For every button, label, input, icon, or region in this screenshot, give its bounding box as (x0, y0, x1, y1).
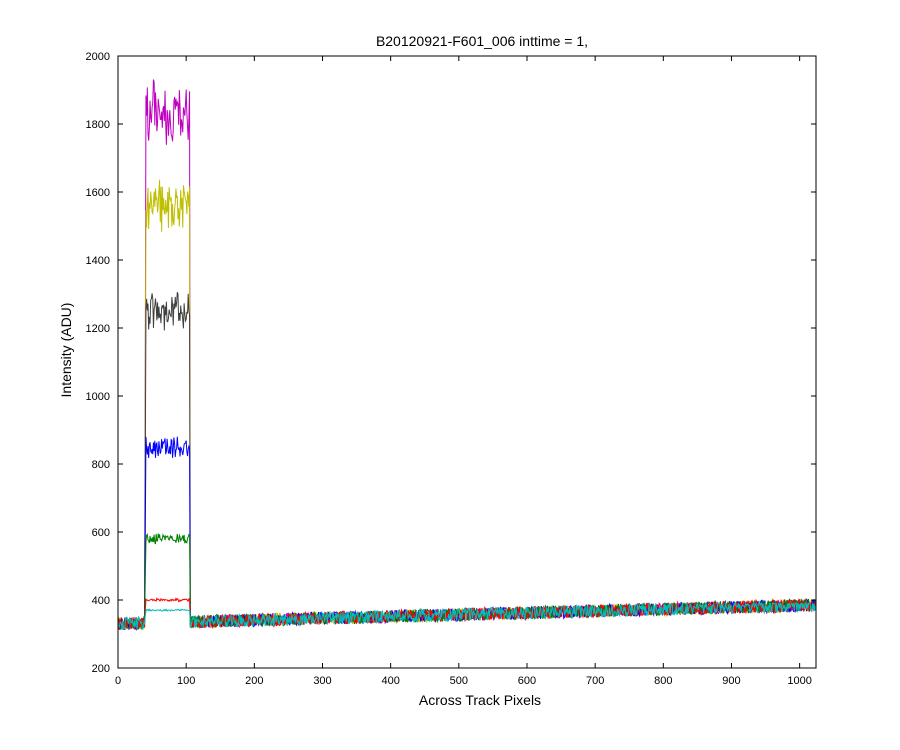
x-tick-label: 0 (115, 675, 121, 687)
x-tick-label: 600 (518, 675, 536, 687)
y-tick-label: 1600 (86, 187, 110, 199)
x-tick-label: 400 (381, 675, 399, 687)
x-tick-label: 100 (177, 675, 195, 687)
y-tick-label: 200 (92, 663, 110, 675)
y-axis: 200 400 600 800 1000 1200 1400 1600 1800 2000 (86, 51, 816, 675)
series-line (117, 601, 816, 631)
plot-area (118, 56, 816, 668)
x-tick-label: 900 (722, 675, 740, 687)
y-tick-label: 800 (92, 459, 110, 471)
y-axis-label: Intensity (ADU) (58, 303, 74, 398)
x-axis-label: Across Track Pixels (419, 692, 541, 708)
x-axis: 0 100 200 300 400 500 600 700 800 900 1000 (115, 56, 812, 687)
chart-title: B20120921-F601_006 inttime = 1, (376, 33, 588, 49)
y-tick-label: 1400 (86, 255, 110, 267)
x-tick-label: 500 (450, 675, 468, 687)
series-layer (117, 79, 816, 631)
y-tick-label: 1000 (86, 391, 110, 403)
y-tick-label: 2000 (86, 51, 110, 63)
y-tick-label: 600 (92, 527, 110, 539)
x-tick-label: 800 (654, 675, 672, 687)
y-tick-label: 1800 (86, 119, 110, 131)
x-tick-label: 300 (313, 675, 331, 687)
x-tick-label: 700 (586, 675, 604, 687)
axes-box (117, 55, 817, 669)
x-tick-label: 200 (245, 675, 263, 687)
x-tick-label: 1000 (787, 675, 811, 687)
y-tick-label: 400 (92, 595, 110, 607)
y-tick-label: 1200 (86, 323, 110, 335)
